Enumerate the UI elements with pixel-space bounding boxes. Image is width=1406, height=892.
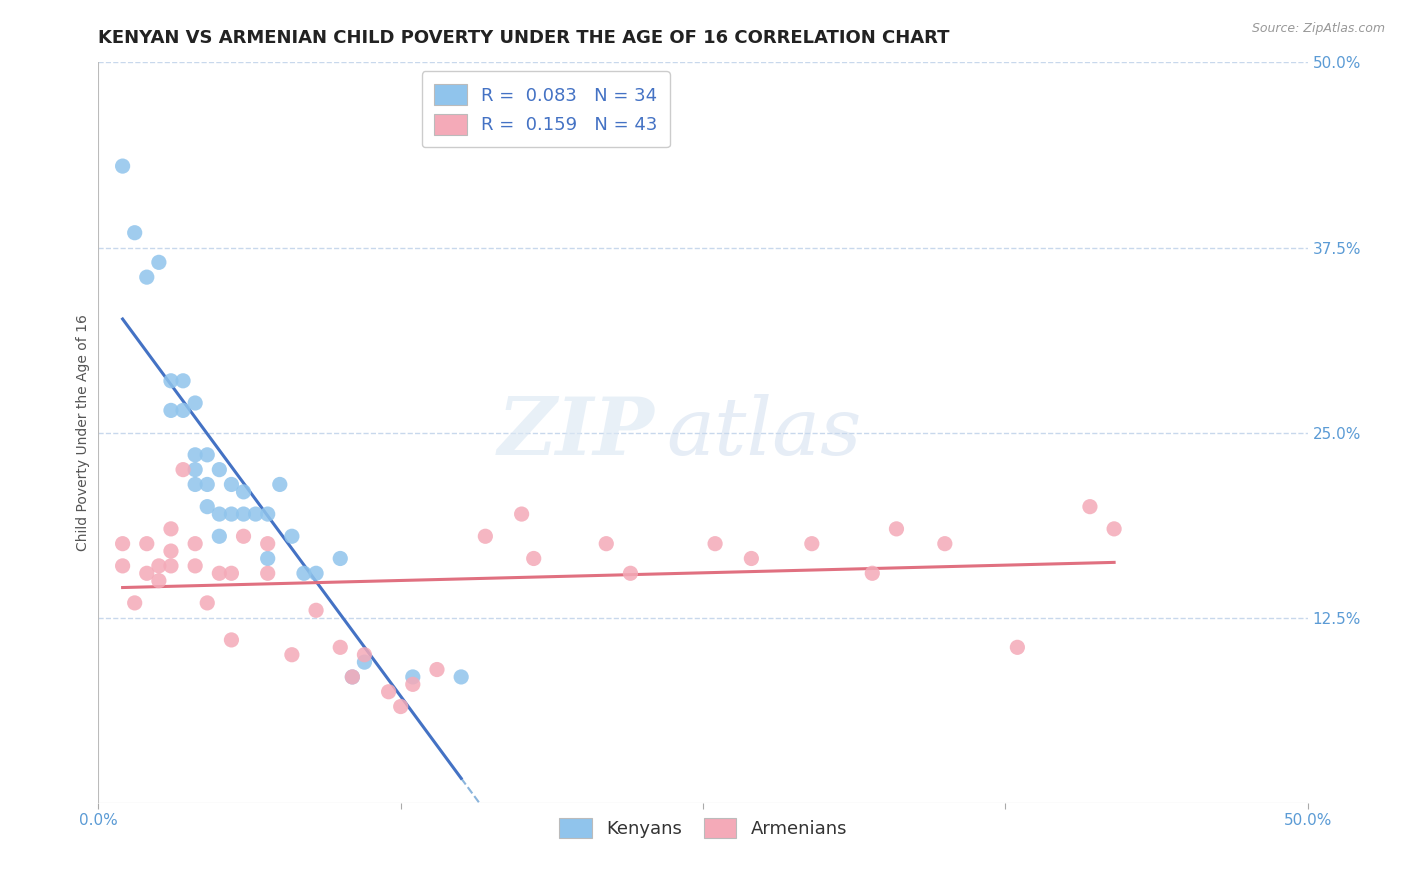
Point bbox=[184, 558, 207, 573]
Point bbox=[800, 536, 823, 550]
Point bbox=[281, 648, 304, 662]
Point bbox=[184, 477, 207, 491]
Point bbox=[256, 507, 278, 521]
Point bbox=[111, 558, 134, 573]
Point bbox=[292, 566, 315, 581]
Point bbox=[474, 529, 496, 543]
Point bbox=[160, 558, 183, 573]
Point bbox=[886, 522, 908, 536]
Point bbox=[329, 640, 352, 655]
Point bbox=[1078, 500, 1101, 514]
Point bbox=[353, 655, 375, 669]
Point bbox=[450, 670, 472, 684]
Legend: Kenyans, Armenians: Kenyans, Armenians bbox=[551, 810, 855, 846]
Point bbox=[195, 477, 218, 491]
Point bbox=[172, 374, 194, 388]
Point bbox=[305, 566, 328, 581]
Point bbox=[208, 462, 231, 476]
Point bbox=[195, 596, 218, 610]
Point bbox=[124, 596, 146, 610]
Point bbox=[1102, 522, 1125, 536]
Point bbox=[148, 558, 170, 573]
Point bbox=[195, 448, 218, 462]
Point bbox=[232, 507, 254, 521]
Point bbox=[221, 632, 243, 647]
Point bbox=[195, 500, 218, 514]
Point bbox=[172, 462, 194, 476]
Point bbox=[510, 507, 533, 521]
Point bbox=[619, 566, 641, 581]
Point bbox=[595, 536, 617, 550]
Point bbox=[135, 270, 157, 285]
Point bbox=[208, 507, 231, 521]
Point bbox=[740, 551, 762, 566]
Point bbox=[402, 677, 425, 691]
Point bbox=[160, 544, 183, 558]
Text: Source: ZipAtlas.com: Source: ZipAtlas.com bbox=[1251, 22, 1385, 36]
Point bbox=[232, 529, 254, 543]
Point bbox=[184, 448, 207, 462]
Point bbox=[111, 536, 134, 550]
Point bbox=[221, 566, 243, 581]
Point bbox=[160, 403, 183, 417]
Point bbox=[208, 566, 231, 581]
Point bbox=[934, 536, 956, 550]
Point bbox=[184, 536, 207, 550]
Point bbox=[389, 699, 412, 714]
Point bbox=[402, 670, 425, 684]
Point bbox=[342, 670, 364, 684]
Point bbox=[329, 551, 352, 566]
Text: KENYAN VS ARMENIAN CHILD POVERTY UNDER THE AGE OF 16 CORRELATION CHART: KENYAN VS ARMENIAN CHILD POVERTY UNDER T… bbox=[98, 29, 950, 47]
Point bbox=[1007, 640, 1029, 655]
Point bbox=[160, 374, 183, 388]
Point bbox=[172, 403, 194, 417]
Point bbox=[232, 484, 254, 499]
Point bbox=[184, 396, 207, 410]
Point bbox=[256, 551, 278, 566]
Y-axis label: Child Poverty Under the Age of 16: Child Poverty Under the Age of 16 bbox=[76, 314, 90, 551]
Point bbox=[305, 603, 328, 617]
Point bbox=[860, 566, 883, 581]
Point bbox=[135, 536, 157, 550]
Point bbox=[245, 507, 267, 521]
Point bbox=[111, 159, 134, 173]
Point bbox=[208, 529, 231, 543]
Point bbox=[281, 529, 304, 543]
Point bbox=[426, 663, 449, 677]
Point bbox=[160, 522, 183, 536]
Point bbox=[221, 507, 243, 521]
Text: ZIP: ZIP bbox=[498, 394, 655, 471]
Point bbox=[135, 566, 157, 581]
Point bbox=[377, 685, 399, 699]
Point bbox=[523, 551, 546, 566]
Text: atlas: atlas bbox=[666, 394, 862, 471]
Point bbox=[124, 226, 146, 240]
Point bbox=[148, 574, 170, 588]
Point bbox=[353, 648, 375, 662]
Point bbox=[342, 670, 364, 684]
Point bbox=[148, 255, 170, 269]
Point bbox=[704, 536, 727, 550]
Point bbox=[256, 536, 278, 550]
Point bbox=[256, 566, 278, 581]
Point bbox=[184, 462, 207, 476]
Point bbox=[269, 477, 291, 491]
Point bbox=[221, 477, 243, 491]
